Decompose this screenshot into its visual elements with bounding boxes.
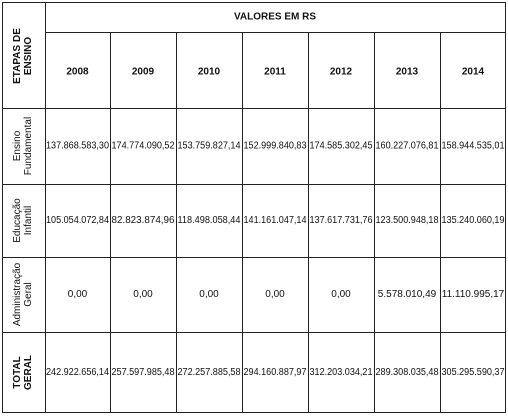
cell-value: 153.759.827,14 [178,141,241,152]
cell-value: 0,00 [133,289,153,300]
cell-value: 141.161.047,14 [244,215,307,226]
year-header: 2008 [66,67,89,78]
corner-label: ETAPAS DE [12,28,23,84]
cell-value: 312.203.034,21 [310,367,373,378]
cell-value: 5.578.010,49 [378,289,437,300]
row-label: Administração [12,262,23,326]
cell-value: 105.054.072,84 [46,215,109,226]
row-label: Educação [12,198,23,243]
year-header: 2010 [198,67,221,78]
cell-value: 160.227.076,81 [376,141,439,152]
cell-value: 294.160.887,97 [244,367,307,378]
row-label: TOTAL [12,356,23,388]
cell-value: 82.823.874,96 [112,215,175,226]
year-header: 2013 [396,67,419,78]
row-label: Infantil [23,206,34,235]
cell-value: 0,00 [331,289,351,300]
cell-value: 289.308.035,48 [376,367,439,378]
cell-value: 0,00 [265,289,285,300]
cell-value: 0,00 [199,289,219,300]
table-header: VALORES EM RS [234,12,316,23]
year-header: 2011 [264,67,286,78]
cell-value: 242.922.656,14 [46,367,109,378]
cell-value: 135.240.060,19 [442,215,505,226]
row-label: Fundamental [23,117,34,175]
cell-value: 11.110.995,17 [442,289,505,300]
cell-value: 174.774.090,52 [112,141,175,152]
year-header: 2014 [462,67,485,78]
cell-value: 158.944.535,01 [442,141,505,152]
cell-value: 305.295.590,37 [442,367,505,378]
cell-value: 257.597.985,48 [112,367,175,378]
cell-value: 137.868.583,30 [46,141,109,152]
row-label: Ensino [12,130,23,161]
year-header: 2009 [132,67,155,78]
cell-value: 152.999.840,83 [244,141,307,152]
cell-value: 0,00 [68,289,88,300]
row-label: GERAL [23,355,34,390]
year-header: 2012 [330,67,353,78]
cell-value: 137.617.731,76 [310,215,373,226]
corner-label: ENSINO [23,37,34,76]
cell-value: 272.257.885,58 [178,367,241,378]
cell-value: 174.585.302,45 [310,141,373,152]
cell-value: 118.498.058,44 [178,215,241,226]
cell-value: 123.500.948,18 [376,215,439,226]
row-label: Geral [23,282,34,306]
